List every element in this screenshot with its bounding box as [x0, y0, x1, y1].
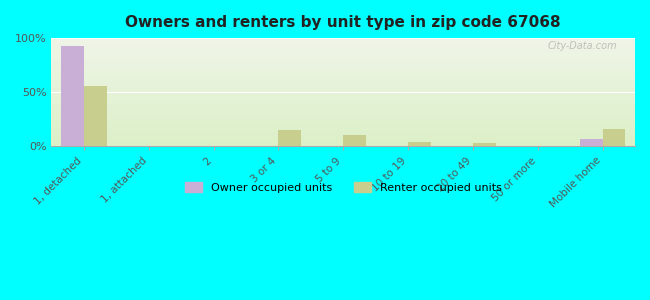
Bar — [278, 130, 301, 146]
Bar — [603, 129, 625, 146]
Bar — [61, 46, 84, 146]
Bar — [343, 134, 366, 146]
Title: Owners and renters by unit type in zip code 67068: Owners and renters by unit type in zip c… — [125, 15, 561, 30]
Bar — [84, 86, 107, 146]
Bar — [408, 142, 431, 146]
Legend: Owner occupied units, Renter occupied units: Owner occupied units, Renter occupied un… — [181, 178, 506, 197]
Bar — [580, 139, 603, 146]
Text: City-Data.com: City-Data.com — [548, 41, 617, 51]
Bar — [473, 143, 495, 146]
